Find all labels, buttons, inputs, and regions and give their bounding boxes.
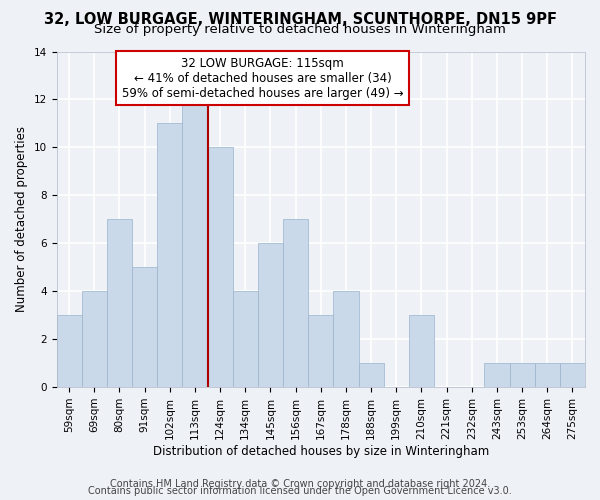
Bar bbox=[509, 363, 535, 387]
X-axis label: Distribution of detached houses by size in Winteringham: Distribution of detached houses by size … bbox=[152, 444, 489, 458]
Bar bbox=[182, 100, 208, 387]
Text: 32 LOW BURGAGE: 115sqm
← 41% of detached houses are smaller (34)
59% of semi-det: 32 LOW BURGAGE: 115sqm ← 41% of detached… bbox=[122, 56, 403, 100]
Bar bbox=[308, 315, 334, 387]
Bar bbox=[484, 363, 509, 387]
Text: Contains HM Land Registry data © Crown copyright and database right 2024.: Contains HM Land Registry data © Crown c… bbox=[110, 479, 490, 489]
Bar bbox=[107, 220, 132, 387]
Bar bbox=[82, 291, 107, 387]
Bar bbox=[334, 291, 359, 387]
Bar bbox=[157, 124, 182, 387]
Text: Contains public sector information licensed under the Open Government Licence v3: Contains public sector information licen… bbox=[88, 486, 512, 496]
Bar bbox=[132, 267, 157, 387]
Text: 32, LOW BURGAGE, WINTERINGHAM, SCUNTHORPE, DN15 9PF: 32, LOW BURGAGE, WINTERINGHAM, SCUNTHORP… bbox=[44, 12, 557, 28]
Bar bbox=[409, 315, 434, 387]
Bar bbox=[560, 363, 585, 387]
Bar bbox=[56, 315, 82, 387]
Bar bbox=[535, 363, 560, 387]
Bar bbox=[208, 148, 233, 387]
Bar bbox=[283, 220, 308, 387]
Bar bbox=[359, 363, 383, 387]
Y-axis label: Number of detached properties: Number of detached properties bbox=[15, 126, 28, 312]
Bar bbox=[258, 244, 283, 387]
Bar bbox=[233, 291, 258, 387]
Text: Size of property relative to detached houses in Winteringham: Size of property relative to detached ho… bbox=[94, 22, 506, 36]
